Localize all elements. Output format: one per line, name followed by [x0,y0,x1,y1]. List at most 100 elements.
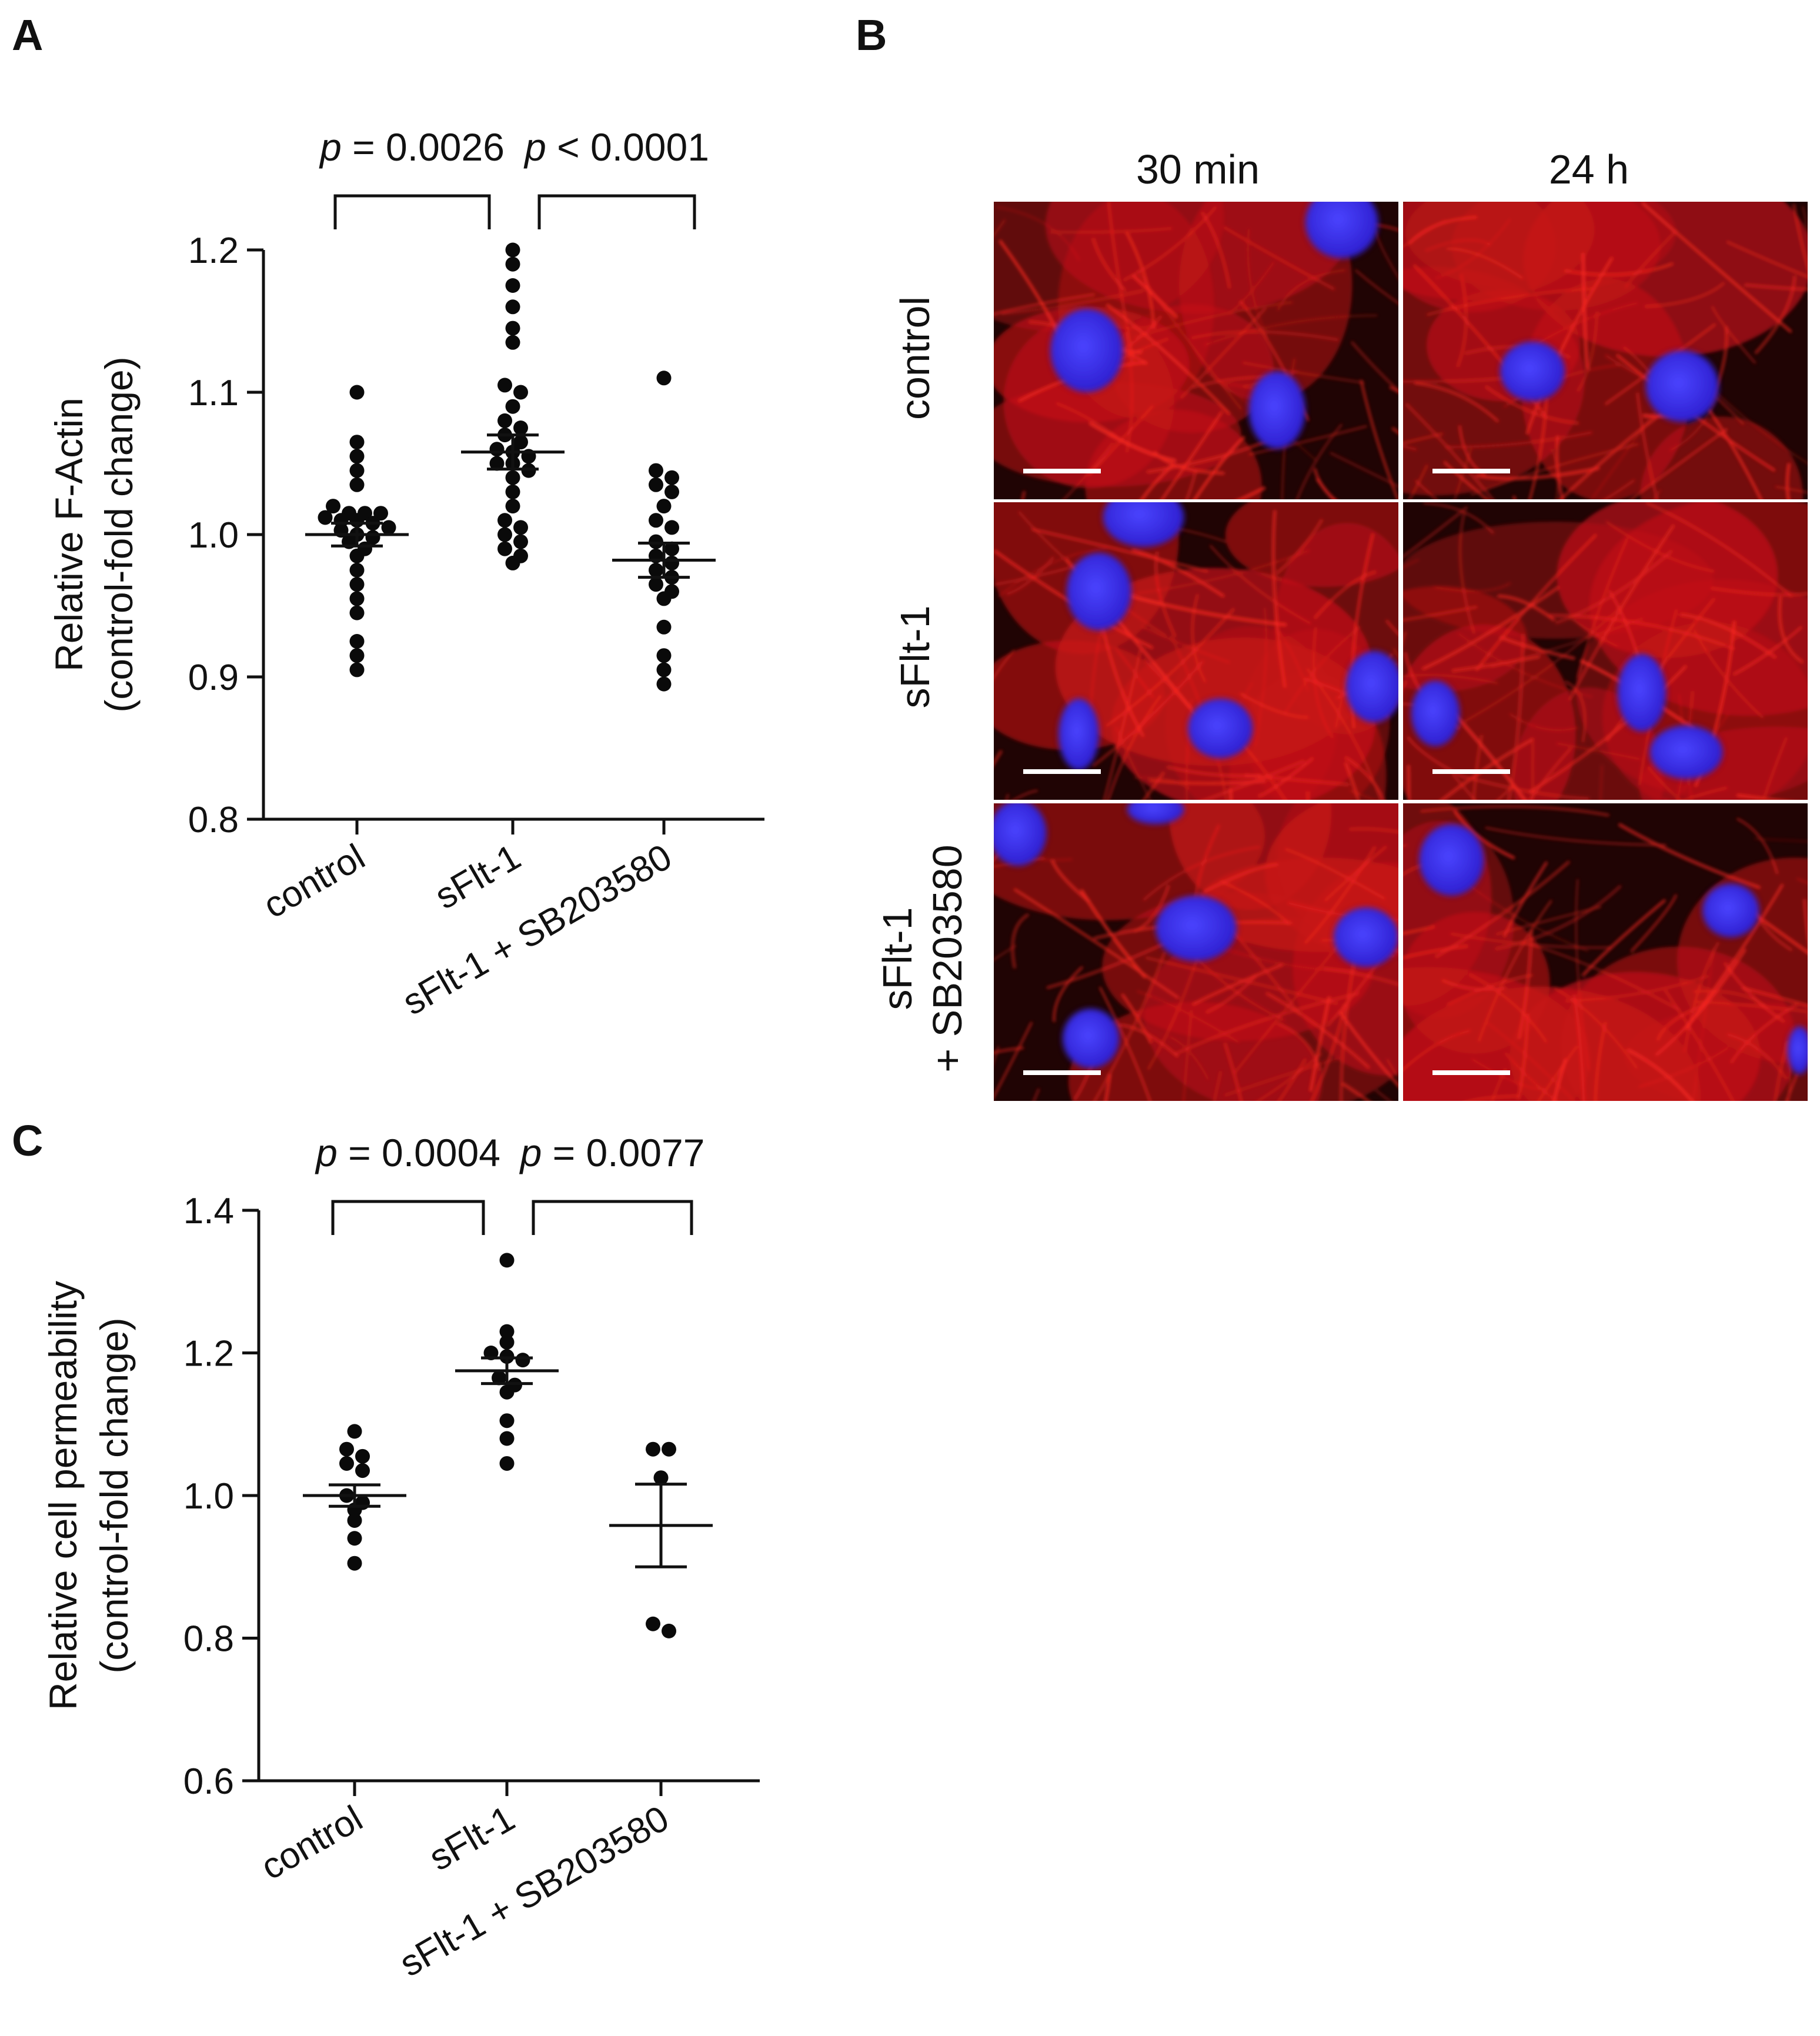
actin-fiber [1408,464,1428,499]
nucleus [1645,351,1719,422]
actin-fiber [1099,986,1151,1101]
nucleus [1062,1009,1120,1069]
actin-fiber [994,219,1006,236]
actin-fiber [1386,1059,1398,1080]
actin-fiber [1774,1040,1789,1101]
actin-fiber [1174,992,1360,1056]
actin-fiber [994,650,1015,679]
nucleus [1617,654,1667,732]
significance-bracket [333,194,491,229]
actin-fiber [1106,303,1231,415]
data-point [664,541,679,556]
chart-c-ylabel-line2: (control-fold change) [92,1317,136,1673]
actin-fiber [1624,229,1678,289]
actin-fiber [1550,448,1559,499]
actin-fiber [1532,741,1534,800]
data-point [656,371,672,386]
actin-fiber [1161,411,1223,499]
micrograph-tile-r3-c1 [994,803,1398,1101]
actin-region [1523,202,1808,357]
actin-fiber [1528,747,1572,800]
chart-a-ylabel-line1: Relative F-Actin [47,398,91,672]
actin-fiber [1201,211,1231,289]
data-point [656,648,672,663]
nucleus [1066,553,1131,630]
actin-fiber [1088,421,1177,462]
actin-fiber [1683,787,1728,800]
actin-fiber [1435,218,1511,279]
actin-fiber [1577,538,1628,679]
significance-bracket [537,194,696,229]
column-label-24h: 24 h [1549,146,1629,192]
data-point [497,541,512,556]
data-point [646,1616,660,1631]
data-point [349,648,365,663]
actin-fiber [1258,757,1314,797]
actin-fiber [1657,1003,1707,1041]
actin-fiber [1485,385,1579,425]
x-category-label: sFlt-1 [422,1798,522,1878]
nucleus [1419,824,1484,896]
actin-fiber [1338,1011,1398,1087]
actin-fiber [1627,1049,1694,1101]
data-point [662,1623,676,1638]
data-point [326,499,340,514]
data-point [347,1531,362,1546]
actin-fiber [1456,273,1467,368]
nucleus [1305,202,1378,259]
significance-bracket [532,1200,693,1235]
x-category-label: control [256,836,372,926]
scale-bar [1432,769,1510,774]
data-point [349,477,365,492]
actin-fiber [1239,692,1309,719]
actin-fiber [1655,949,1746,1056]
row-label-control: control [892,296,938,420]
data-point [497,378,512,393]
actin-fiber [1572,994,1585,1101]
actin-fiber [1636,392,1658,499]
actin-fiber [1478,900,1552,1042]
data-point [505,299,520,315]
actin-fiber [1552,1059,1567,1101]
scale-bar [1023,469,1101,473]
chart-c-permeability: Relative cell permeability (control-fold… [41,1131,760,1985]
actin-fiber [1349,790,1375,800]
data-point [373,506,388,521]
data-point [489,442,505,457]
actin-fiber [1433,582,1511,592]
svg-text:+ SB203580: + SB203580 [924,845,970,1072]
actin-fiber [1710,587,1808,596]
data-point [664,470,679,485]
data-point [505,335,520,350]
actin-fiber [1738,902,1808,954]
y-tick-label: 1.2 [183,1334,234,1374]
data-point [349,577,365,592]
actin-fiber [1403,944,1468,959]
actin-fiber [1284,848,1385,900]
chart-a-ylabel-line2: (control-fold change) [97,356,141,712]
actin-fiber [1130,594,1287,627]
actin-fiber [1360,379,1398,499]
micrograph-tile-r1-c2 [1403,202,1808,499]
actin-fiber [1497,595,1555,622]
actin-fiber [1742,986,1808,1007]
y-tick-label: 0.9 [188,657,239,698]
actin-fiber [1475,466,1599,480]
actin-fiber [1707,408,1762,499]
actin-fiber [1641,202,1792,333]
actin-fiber [1143,771,1165,800]
data-point [499,1384,515,1400]
data-point [649,577,663,592]
actin-fiber [1491,1067,1507,1101]
x-category-label: sFlt-1 + SB203580 [393,1798,676,1984]
actin-fiber [1468,973,1548,1043]
actin-fiber [1452,773,1476,800]
actin-fiber [1223,226,1335,291]
actin-fiber [1033,1088,1040,1101]
nucleus [1333,907,1398,967]
p-value-label: p = 0.0077 [519,1131,705,1174]
actin-fiber [1453,809,1515,860]
scale-bar [1023,769,1101,774]
actin-fiber [1049,227,1173,233]
actin-fiber [1132,274,1178,319]
